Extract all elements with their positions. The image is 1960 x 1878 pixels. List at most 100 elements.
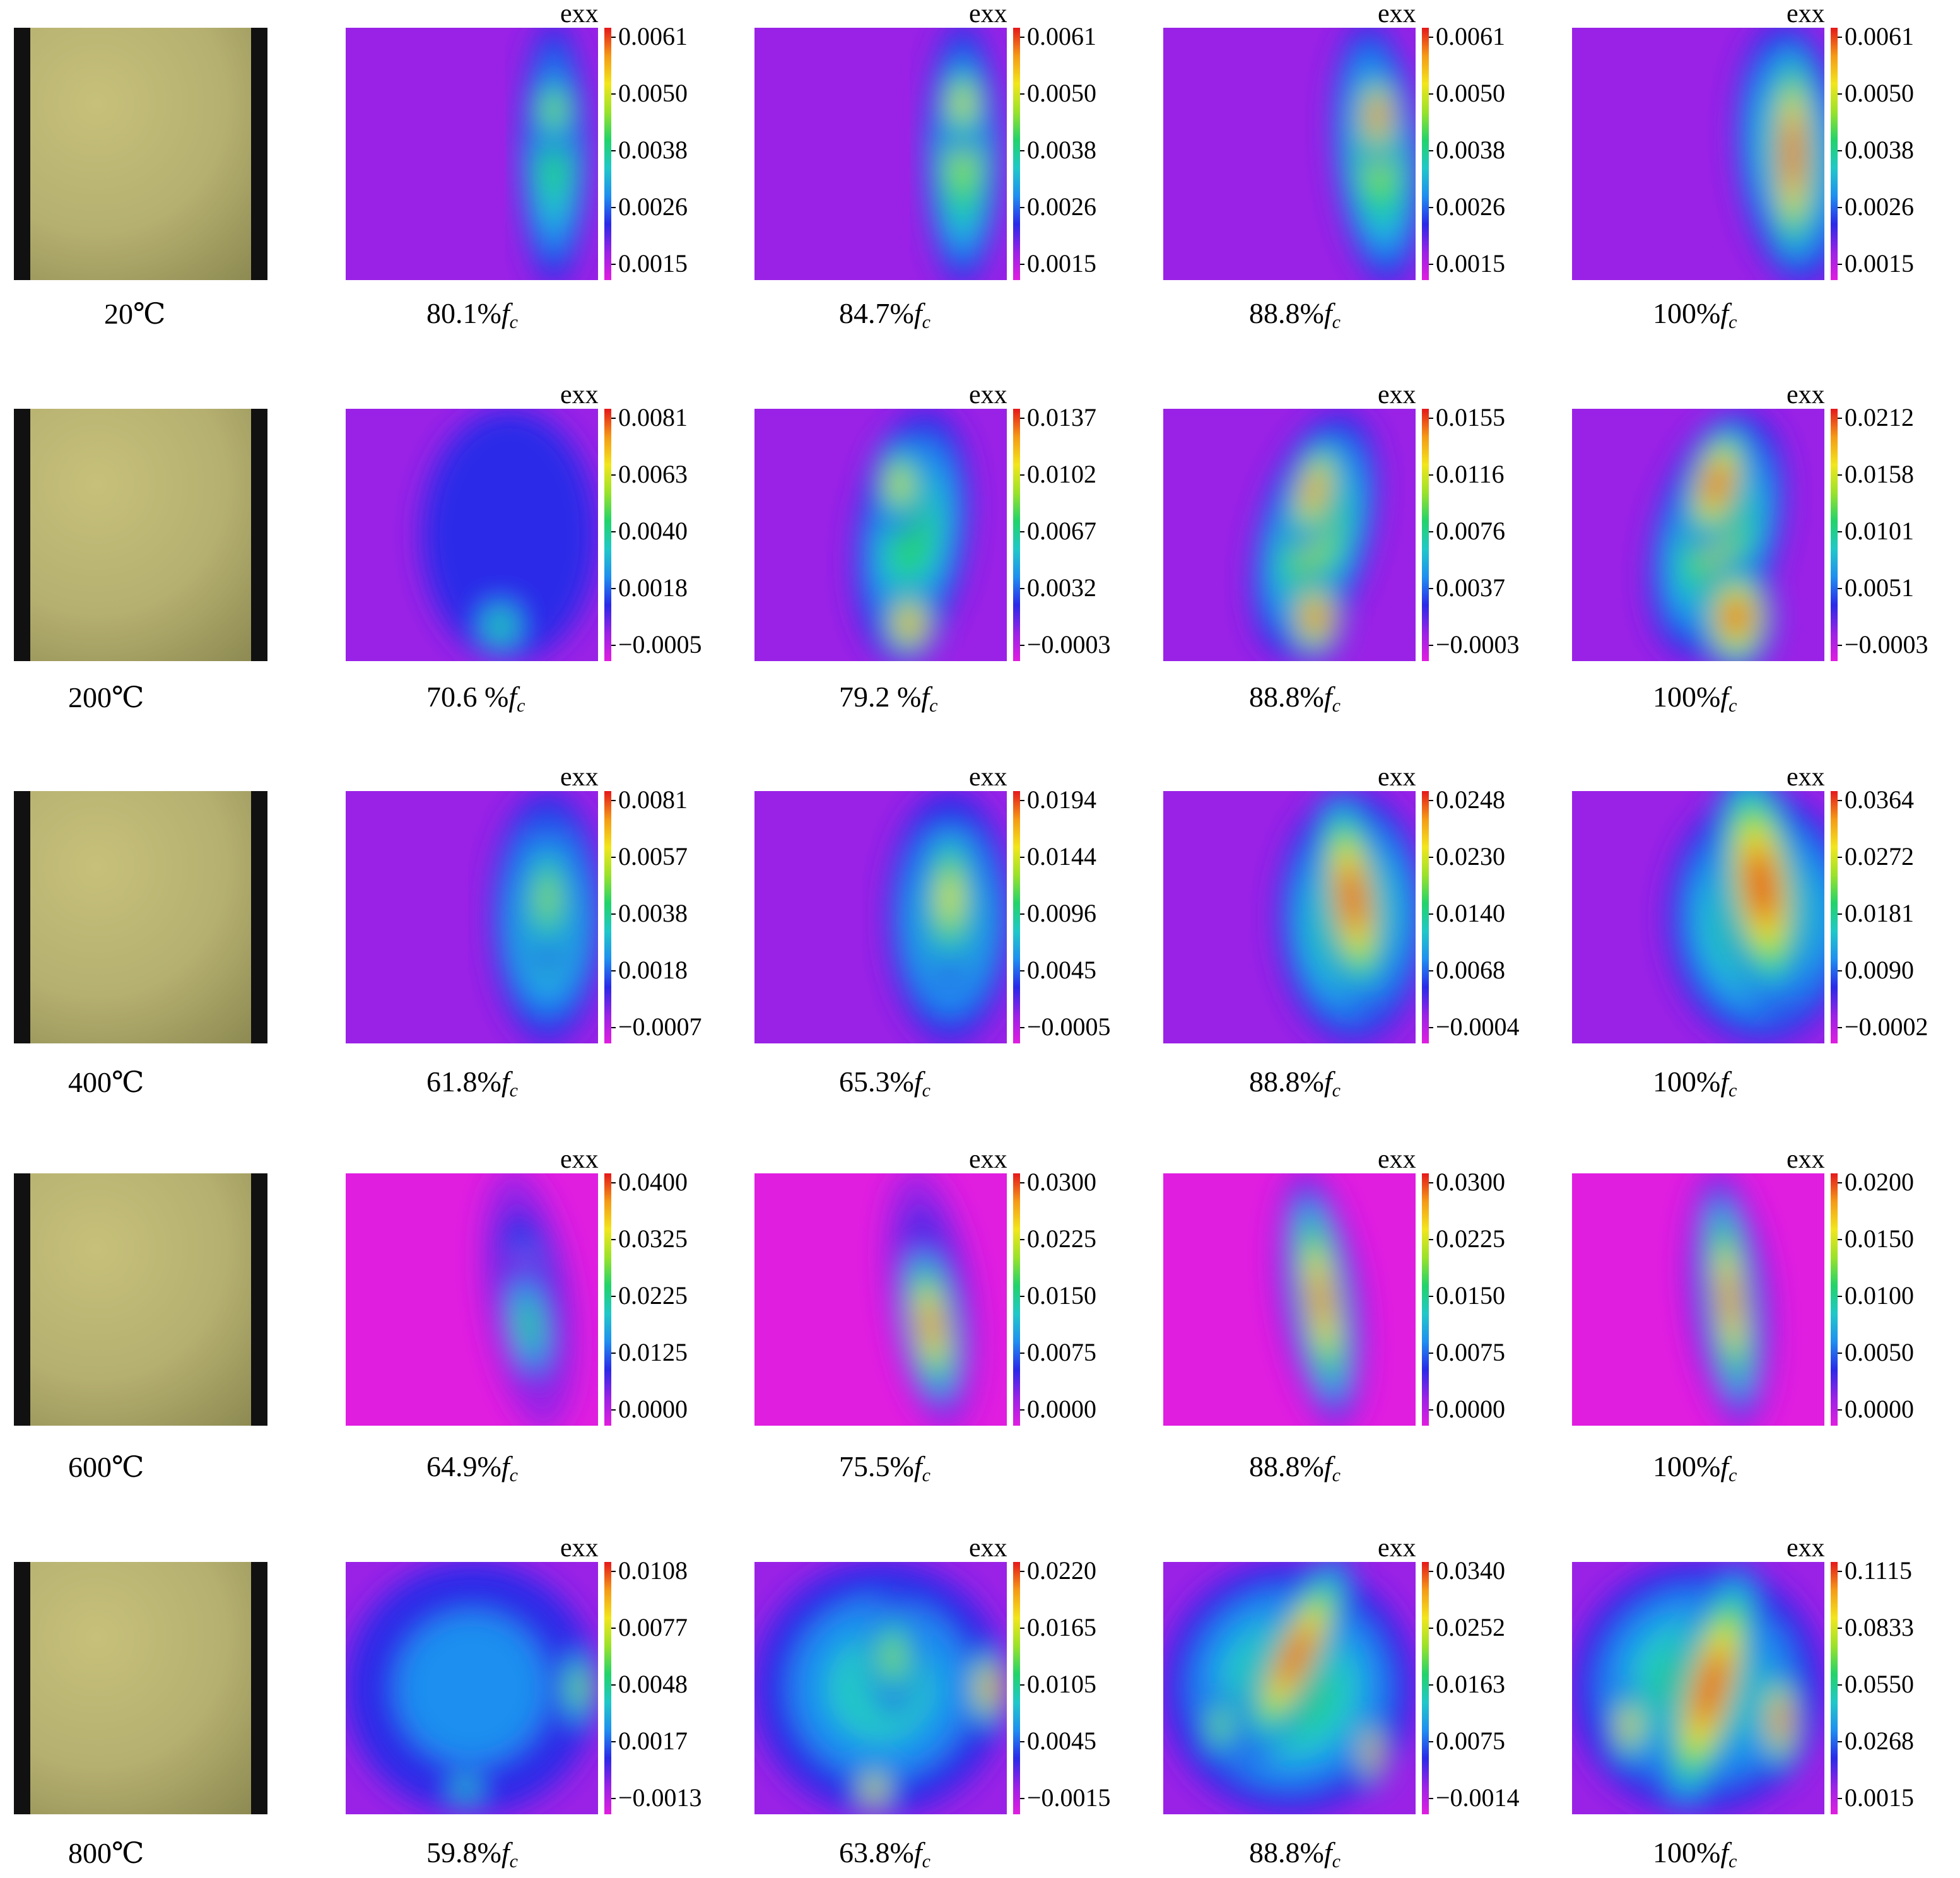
colorbar-tick-label: 0.0038 <box>1027 136 1096 164</box>
field-label: exx <box>1787 1534 1825 1563</box>
colorbar-tick-label: 0.0026 <box>1845 192 1914 221</box>
load-subscript: c <box>929 695 938 716</box>
colorbar-tick <box>1020 531 1024 532</box>
load-subscript: c <box>1332 312 1341 332</box>
load-level-label: 70.6 %fc <box>426 680 525 717</box>
colorbar-tick-label: 0.0000 <box>1027 1395 1096 1423</box>
colorbar <box>604 409 611 661</box>
colorbar <box>1422 1173 1429 1426</box>
strain-panel: exx 0.0081 0.0057 0.0038 0.0018 −0.0007 <box>346 763 702 1051</box>
strain-panel: exx 0.0108 0.0077 0.0048 0.0017 −0.0013 <box>346 1534 702 1822</box>
load-symbol: f <box>1720 1836 1729 1869</box>
specimen-face <box>30 791 251 1043</box>
specimen-photo <box>14 1173 267 1426</box>
field-label: exx <box>1787 0 1825 28</box>
load-subscript: c <box>509 312 518 332</box>
colorbar-tick-label: 0.0015 <box>1027 249 1096 278</box>
load-level-label: 65.3%fc <box>839 1065 930 1101</box>
colorbar-tick <box>1020 1296 1024 1297</box>
colorbar-tick-label: 0.0212 <box>1845 403 1914 431</box>
load-level-label: 63.8%fc <box>839 1836 930 1872</box>
colorbar <box>1013 1562 1020 1814</box>
field-label: exx <box>1378 1534 1416 1563</box>
load-subscript: c <box>922 312 930 332</box>
colorbar-tick-label: 0.0225 <box>1027 1224 1096 1253</box>
colorbar-tick <box>611 1684 616 1686</box>
specimen-photo <box>14 791 267 1043</box>
colorbar-tick <box>611 150 616 151</box>
colorbar <box>604 1173 611 1426</box>
load-percent: 88.8% <box>1249 297 1324 329</box>
load-level-label: 59.8%fc <box>426 1836 518 1872</box>
load-symbol: f <box>1323 1065 1332 1098</box>
colorbar-tick <box>1020 588 1024 589</box>
colorbar-tick-label: 0.0150 <box>1027 1281 1096 1310</box>
colorbar-tick-label: 0.0076 <box>1436 517 1505 545</box>
load-subscript: c <box>922 1465 930 1486</box>
strain-panel: exx 0.0200 0.0150 0.0100 0.0050 0.0000 <box>1572 1145 1925 1433</box>
specimen-face <box>30 1562 251 1814</box>
temperature-label: 800℃ <box>68 1837 144 1869</box>
load-subscript: c <box>1728 1465 1737 1486</box>
load-percent: 59.8% <box>426 1836 502 1869</box>
colorbar-tick <box>611 1353 616 1354</box>
load-symbol: f <box>501 297 510 329</box>
colorbar-tick <box>1020 207 1024 208</box>
temperature-label: 20℃ <box>104 298 166 330</box>
colorbar-tick-label: 0.0063 <box>618 460 688 488</box>
load-symbol: f <box>1323 681 1332 713</box>
specimen-frame-left <box>14 791 30 1043</box>
specimen-face <box>30 1173 251 1426</box>
colorbar-tick-label: 0.0248 <box>1436 785 1505 814</box>
colorbar-tick <box>1838 1027 1842 1028</box>
colorbar-tick <box>1020 645 1024 646</box>
load-percent: 79.2 % <box>839 681 922 713</box>
colorbar-tick-label: 0.0165 <box>1027 1613 1096 1641</box>
colorbar <box>1422 791 1429 1043</box>
colorbar-tick <box>1020 913 1024 915</box>
colorbar-tick-label: 0.0155 <box>1436 403 1505 431</box>
colorbar-tick-label: 0.0040 <box>618 517 688 545</box>
strain-map <box>346 409 598 661</box>
colorbar <box>1013 409 1020 661</box>
colorbar-tick <box>611 1239 616 1240</box>
strain-panel: exx 0.0220 0.0165 0.0105 0.0045 −0.0015 <box>754 1534 1111 1822</box>
colorbar-tick <box>1020 1684 1024 1686</box>
colorbar-tick-label: 0.0075 <box>1027 1338 1096 1366</box>
colorbar-tick-label: 0.0268 <box>1845 1727 1914 1755</box>
colorbar-tick <box>611 913 616 915</box>
load-percent: 100% <box>1653 681 1721 713</box>
colorbar-tick <box>1429 857 1433 858</box>
specimen-frame-left <box>14 409 30 661</box>
colorbar-tick <box>1020 970 1024 971</box>
load-percent: 88.8% <box>1249 681 1324 713</box>
strain-panel: exx 0.0300 0.0225 0.0150 0.0075 0.0000 <box>754 1145 1108 1433</box>
load-subscript: c <box>1332 1465 1341 1486</box>
specimen-face <box>30 409 251 661</box>
colorbar-tick <box>1838 474 1842 476</box>
colorbar-tick <box>1429 913 1433 915</box>
colorbar-tick <box>1020 418 1024 419</box>
load-symbol: f <box>913 1450 922 1482</box>
temperature-label: 200℃ <box>68 681 144 713</box>
colorbar-tick <box>611 418 616 419</box>
colorbar-tick <box>1020 1409 1024 1411</box>
colorbar-tick-label: 0.0038 <box>618 136 688 164</box>
colorbar-tick-label: 0.0081 <box>618 403 688 431</box>
load-percent: 65.3% <box>839 1065 914 1098</box>
load-level-label: 88.8%fc <box>1249 1836 1341 1872</box>
field-label: exx <box>969 763 1007 792</box>
colorbar <box>1831 28 1838 280</box>
colorbar-tick-label: 0.0340 <box>1436 1556 1505 1585</box>
strain-map <box>754 1562 1007 1814</box>
colorbar-tick-label: 0.0077 <box>618 1613 688 1641</box>
load-level-label: 88.8%fc <box>1249 1450 1341 1486</box>
colorbar-tick-label: 0.0032 <box>1027 573 1096 602</box>
colorbar-tick-label: −0.0014 <box>1436 1783 1520 1812</box>
colorbar-tick <box>611 857 616 858</box>
strain-map <box>1163 409 1416 661</box>
strain-panel: exx 0.0061 0.0050 0.0038 0.0026 0.0015 <box>754 0 1108 288</box>
load-symbol: f <box>1720 297 1729 329</box>
load-percent: 84.7% <box>839 297 914 329</box>
colorbar-tick-label: 0.0015 <box>1845 249 1914 278</box>
